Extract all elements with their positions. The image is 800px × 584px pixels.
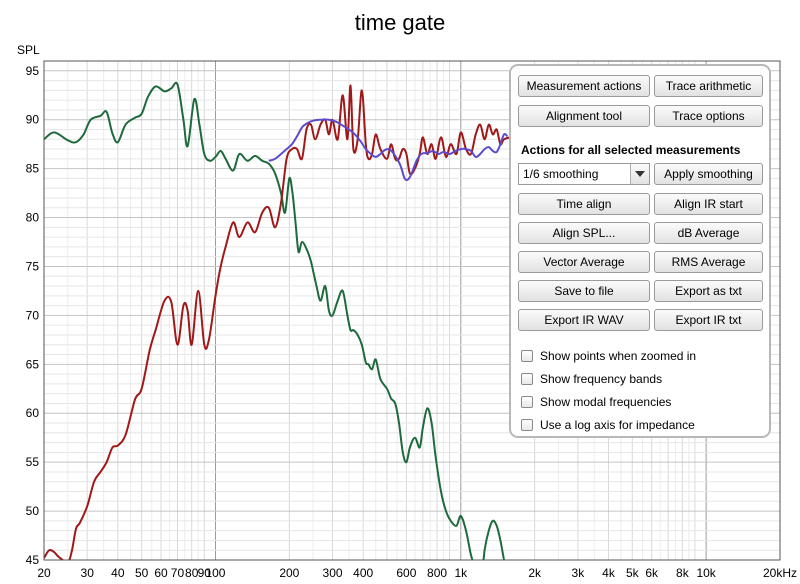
- trace-options-button[interactable]: Trace options: [654, 105, 763, 127]
- align-ir-start-button[interactable]: Align IR start: [654, 193, 763, 215]
- x-tick-label: 8k: [676, 566, 690, 580]
- y-tick-label: 95: [26, 64, 40, 78]
- y-tick-label: 85: [26, 162, 40, 176]
- checkbox-label: Show modal frequencies: [540, 395, 672, 409]
- rms-average-button[interactable]: RMS Average: [654, 251, 763, 273]
- x-tick-label: 400: [353, 566, 373, 580]
- x-tick-label: 2k: [528, 566, 542, 580]
- export-as-txt-button[interactable]: Export as txt: [654, 280, 763, 302]
- checkbox-box[interactable]: [521, 373, 533, 385]
- y-tick-label: 75: [26, 259, 40, 273]
- x-tick-label: 600: [396, 566, 416, 580]
- series-lines: [44, 81, 512, 560]
- y-tick-label: 70: [26, 308, 40, 322]
- section-title: Actions for all selected measurements: [521, 143, 741, 157]
- y-tick-labels: 45 50 55 60 65 70 75 80 85 90 95: [26, 64, 40, 567]
- show-points-checkbox[interactable]: Show points when zoomed in: [521, 348, 696, 364]
- chevron-down-icon[interactable]: [630, 164, 649, 184]
- align-spl-button[interactable]: Align SPL...: [518, 222, 650, 244]
- export-ir-txt-button[interactable]: Export IR txt: [654, 309, 763, 331]
- checkbox-label: Show frequency bands: [540, 372, 663, 386]
- apply-smoothing-button[interactable]: Apply smoothing: [654, 163, 763, 185]
- x-tick-label: 6k: [645, 566, 659, 580]
- y-axis-label: SPL: [17, 43, 40, 57]
- measurement-actions-button[interactable]: Measurement actions: [518, 75, 650, 97]
- x-tick-label: 20: [37, 566, 51, 580]
- x-tick-label: 800: [427, 566, 447, 580]
- y-tick-label: 80: [26, 211, 40, 225]
- series-line-blue: [268, 118, 509, 181]
- series-line-green: [44, 81, 505, 560]
- x-tick-label: 60: [154, 566, 168, 580]
- x-tick-label: 100: [205, 566, 225, 580]
- y-tick-label: 45: [26, 553, 40, 567]
- x-tick-label: 5k: [626, 566, 640, 580]
- checkbox-box[interactable]: [521, 396, 533, 408]
- x-tick-label: 3k: [572, 566, 586, 580]
- vector-average-button[interactable]: Vector Average: [518, 251, 650, 273]
- x-tick-label: 70: [171, 566, 185, 580]
- x-tick-label: 10k: [696, 566, 716, 580]
- checkbox-box[interactable]: [521, 419, 533, 431]
- time-align-button[interactable]: Time align: [518, 193, 650, 215]
- save-to-file-button[interactable]: Save to file: [518, 280, 650, 302]
- x-tick-label: 1k: [454, 566, 468, 580]
- x-tick-label: 4k: [602, 566, 616, 580]
- db-average-button[interactable]: dB Average: [654, 222, 763, 244]
- export-ir-wav-button[interactable]: Export IR WAV: [518, 309, 650, 331]
- x-tick-label: 300: [323, 566, 343, 580]
- smoothing-value: 1/6 smoothing: [523, 167, 599, 181]
- show-modal-frequencies-checkbox[interactable]: Show modal frequencies: [521, 394, 671, 410]
- x-tick-label: 20kHz: [763, 566, 797, 580]
- smoothing-select[interactable]: 1/6 smoothing: [518, 163, 650, 185]
- checkbox-label: Show points when zoomed in: [540, 349, 697, 363]
- x-tick-label: 30: [81, 566, 95, 580]
- y-tick-label: 55: [26, 455, 40, 469]
- alignment-tool-button[interactable]: Alignment tool: [518, 105, 650, 127]
- y-tick-label: 65: [26, 357, 40, 371]
- log-axis-impedance-checkbox[interactable]: Use a log axis for impedance: [521, 417, 695, 433]
- y-tick-label: 50: [26, 504, 40, 518]
- checkbox-label: Use a log axis for impedance: [540, 418, 695, 432]
- actions-panel: Measurement actions Trace arithmetic Ali…: [509, 64, 771, 438]
- y-tick-label: 60: [26, 406, 40, 420]
- chart-title: time gate: [355, 10, 446, 35]
- x-tick-label: 90: [198, 566, 212, 580]
- show-frequency-bands-checkbox[interactable]: Show frequency bands: [521, 371, 662, 387]
- series-line-red: [44, 84, 512, 560]
- y-tick-label: 90: [26, 113, 40, 127]
- checkbox-box[interactable]: [521, 350, 533, 362]
- x-tick-label: 50: [135, 566, 149, 580]
- trace-arithmetic-button[interactable]: Trace arithmetic: [654, 75, 763, 97]
- x-tick-label: 80: [185, 566, 199, 580]
- plot-frame: [43, 60, 781, 561]
- x-tick-label: 40: [111, 566, 125, 580]
- x-tick-label: 200: [279, 566, 299, 580]
